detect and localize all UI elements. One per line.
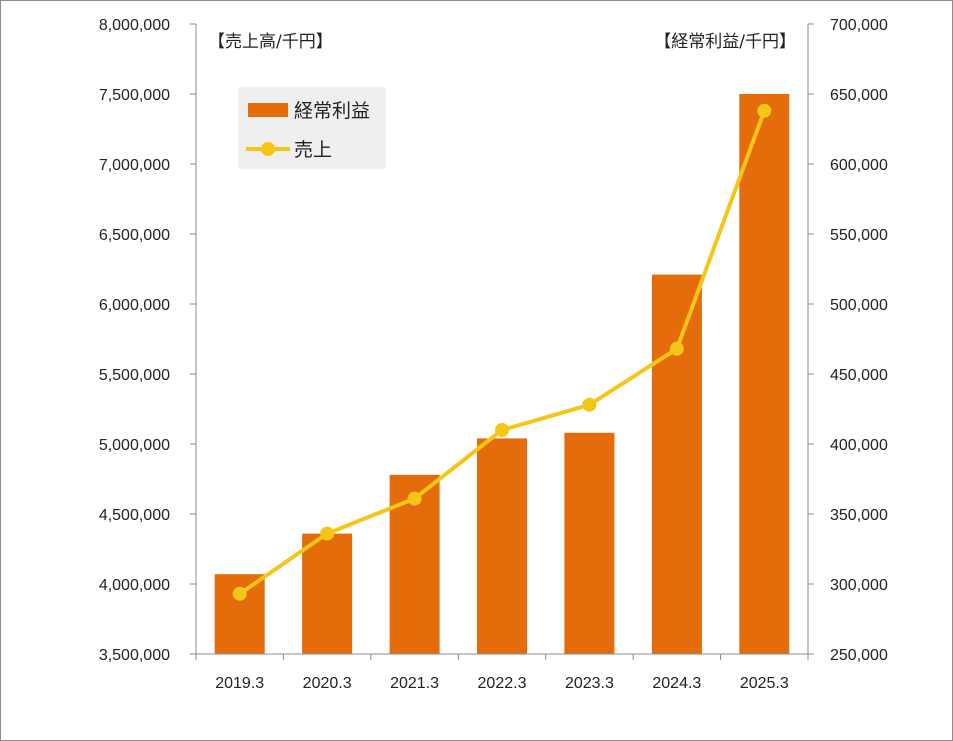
- right-tick-label: 300,000: [830, 577, 888, 594]
- left-tick-label: 4,500,000: [99, 507, 170, 524]
- x-tick-label: 2023.3: [565, 675, 614, 692]
- bar-2022.3: [477, 438, 527, 654]
- left-tick-label: 7,500,000: [99, 87, 170, 104]
- right-axis-ticks: 250,000 300,000 350,000 400,000 450,000 500,0…: [808, 17, 888, 664]
- legend-swatch-bar: [248, 103, 288, 117]
- right-tick-label: 400,000: [830, 437, 888, 454]
- bar-series-group: [214, 94, 790, 654]
- left-tick-label: 5,500,000: [99, 367, 170, 384]
- right-tick-label: 700,000: [830, 17, 888, 34]
- left-tick-label: 5,000,000: [99, 437, 170, 454]
- left-tick-label: 4,000,000: [99, 577, 170, 594]
- right-tick-label: 500,000: [830, 297, 888, 314]
- left-tick-label: 3,500,000: [99, 647, 170, 664]
- bar-2023.3: [564, 432, 615, 654]
- left-tick-label: 7,000,000: [99, 157, 170, 174]
- sales-point-2022.3: [495, 423, 509, 437]
- right-tick-label: 450,000: [830, 367, 888, 384]
- left-tick-label: 8,000,000: [99, 17, 170, 34]
- sales-point-2025.3: [757, 103, 772, 118]
- axes-group: [195, 24, 809, 655]
- line-series-group: [232, 103, 772, 601]
- bar-2025.3: [739, 94, 790, 654]
- legend-background: [238, 87, 386, 169]
- right-tick-label: 650,000: [830, 87, 888, 104]
- legend-label-bar: 経常利益: [294, 100, 370, 122]
- legend: 経常利益 売上: [238, 87, 386, 169]
- bar-2019.3: [214, 574, 265, 654]
- x-tick-label: 2025.3: [740, 675, 789, 692]
- legend-swatch-marker: [261, 142, 275, 156]
- sales-point-2023.3: [582, 397, 597, 412]
- sales-point-2019.3: [232, 586, 247, 601]
- sales-point-2020.3: [320, 526, 335, 541]
- right-axis-unit-label: 【経常利益/千円】: [654, 32, 796, 52]
- bar-2020.3: [302, 533, 353, 654]
- left-tick-label: 6,000,000: [99, 297, 170, 314]
- left-axis-ticks: 3,500,000 4,000,000 4,500,000 5,000,000 5,50…: [99, 17, 196, 664]
- left-tick-label: 6,500,000: [99, 227, 170, 244]
- right-tick-label: 350,000: [830, 507, 888, 524]
- x-tick-label: 2022.3: [478, 675, 527, 692]
- x-tick-label: 2024.3: [652, 675, 701, 692]
- sales-point-2024.3: [669, 341, 684, 356]
- right-tick-label: 550,000: [830, 227, 888, 244]
- x-tick-label: 2019.3: [215, 675, 264, 692]
- bar-2024.3: [651, 274, 702, 654]
- left-axis-unit-label: 【売上高/千円】: [208, 32, 333, 52]
- right-tick-label: 250,000: [830, 647, 888, 664]
- right-tick-label: 600,000: [830, 157, 888, 174]
- x-axis-ticks: 2019.3 2020.3 2021.3 2022.3 2023.3 2024.3 2025…: [195, 654, 809, 692]
- x-tick-label: 2020.3: [303, 675, 352, 692]
- x-tick-label: 2021.3: [390, 675, 439, 692]
- legend-label-line: 売上: [294, 139, 332, 161]
- sales-point-2021.3: [407, 491, 422, 506]
